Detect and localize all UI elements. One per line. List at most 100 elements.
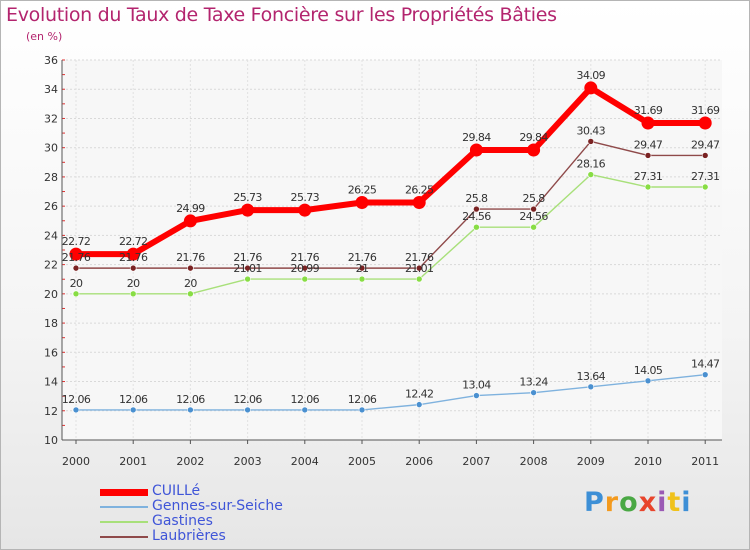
data-label: 20.99 <box>291 262 320 275</box>
logo-letter: x <box>638 487 658 518</box>
series-line <box>76 140 706 269</box>
y-tick-label: 12 <box>44 405 58 418</box>
legend-item: Laubrières <box>100 528 420 545</box>
data-point <box>473 223 480 231</box>
data-point <box>244 275 251 283</box>
data-label: 31.69 <box>691 104 720 117</box>
data-point <box>72 290 80 298</box>
logo-letter: o <box>619 487 639 518</box>
data-point <box>298 203 312 217</box>
data-point <box>129 290 137 298</box>
legend-swatch <box>100 488 148 496</box>
legend-label: Gastines <box>152 513 213 529</box>
legend-item: CUILLé <box>100 483 420 500</box>
legend-swatch <box>100 536 148 538</box>
x-tick-label: 2004 <box>291 455 319 468</box>
data-point <box>527 143 541 157</box>
logo-letter: P <box>584 487 605 518</box>
data-label: 24.56 <box>462 210 491 223</box>
data-point <box>301 406 309 414</box>
data-point <box>701 371 709 378</box>
data-point <box>126 247 140 261</box>
data-label: 12.06 <box>233 393 262 406</box>
legend-item: Gennes-sur-Seiche <box>100 498 420 515</box>
data-label: 31.69 <box>634 104 663 117</box>
data-label: 26.25 <box>405 184 434 197</box>
x-tick-label: 2003 <box>234 455 262 468</box>
data-point <box>187 264 194 272</box>
data-label: 21.76 <box>62 251 91 264</box>
legend-swatch <box>100 506 148 508</box>
data-label: 12.06 <box>348 393 377 406</box>
data-point <box>244 406 251 414</box>
data-point <box>187 290 194 298</box>
data-label: 26.25 <box>348 184 377 197</box>
data-label: 14.47 <box>691 358 720 371</box>
y-tick-label: 20 <box>44 288 58 301</box>
x-tick-label: 2008 <box>520 455 548 468</box>
data-label: 21.76 <box>291 251 320 264</box>
x-tick-label: 2010 <box>634 455 662 468</box>
series-line <box>76 84 706 258</box>
data-point <box>701 152 709 159</box>
data-point <box>644 377 652 385</box>
data-point <box>644 183 652 191</box>
y-tick-label: 22 <box>44 259 58 272</box>
x-tick-label: 2011 <box>691 455 719 468</box>
line-chart: 10 12 14 16 18 20 22 24 26 28 30 32 34 36 2000 2001 2002… <box>44 54 722 468</box>
data-point <box>644 152 652 159</box>
legend: CUILLé Gennes-sur-Seiche Gastines Laubrière… <box>100 483 420 545</box>
data-point <box>415 401 423 408</box>
data-label: 20 <box>184 277 197 290</box>
data-label: 29.84 <box>519 131 548 144</box>
data-label: 12.06 <box>291 393 320 406</box>
data-label: 29.47 <box>691 138 720 151</box>
x-tick-label: 2002 <box>176 455 204 468</box>
data-point <box>301 264 309 272</box>
legend-label: Laubrières <box>152 528 226 544</box>
data-label: 25.73 <box>291 191 320 204</box>
data-label: 21.76 <box>176 251 205 264</box>
data-point <box>183 214 197 228</box>
data-label: 13.24 <box>519 376 548 389</box>
data-point <box>187 406 194 414</box>
plot-area <box>62 60 722 440</box>
data-label: 14.05 <box>634 364 663 377</box>
legend-item: Gastines <box>100 513 420 530</box>
x-tick-label: 2005 <box>348 455 376 468</box>
proxiti-logo: Proxiti <box>584 487 692 518</box>
data-point <box>530 205 537 213</box>
data-point <box>358 275 366 283</box>
data-label: 25.73 <box>233 191 262 204</box>
data-label: 25.8 <box>465 192 488 205</box>
data-label: 27.31 <box>634 170 663 183</box>
data-point <box>72 264 80 272</box>
data-label: 12.06 <box>119 393 148 406</box>
y-tick-label: 14 <box>44 376 58 389</box>
data-point <box>469 143 483 157</box>
data-label: 34.09 <box>577 69 606 82</box>
data-point <box>129 406 137 414</box>
data-label: 12.42 <box>405 388 434 401</box>
data-point <box>641 116 655 130</box>
data-point <box>415 264 423 272</box>
data-label: 21.76 <box>348 251 377 264</box>
data-label: 20 <box>127 277 140 290</box>
x-tick-label: 2006 <box>405 455 433 468</box>
y-tick-label: 16 <box>44 346 58 359</box>
data-point <box>415 275 423 283</box>
data-point <box>301 275 309 283</box>
data-point <box>358 406 366 414</box>
data-point <box>412 196 426 209</box>
data-point <box>241 203 255 217</box>
data-point <box>587 171 595 178</box>
data-point <box>69 247 83 261</box>
y-tick-label: 32 <box>44 112 58 125</box>
data-point <box>701 183 709 191</box>
data-label: 27.31 <box>691 170 720 183</box>
data-point <box>587 383 595 391</box>
logo-letter: t <box>667 487 682 518</box>
data-label: 20 <box>70 277 83 290</box>
y-tick-label: 28 <box>44 171 58 184</box>
data-point <box>530 389 537 396</box>
